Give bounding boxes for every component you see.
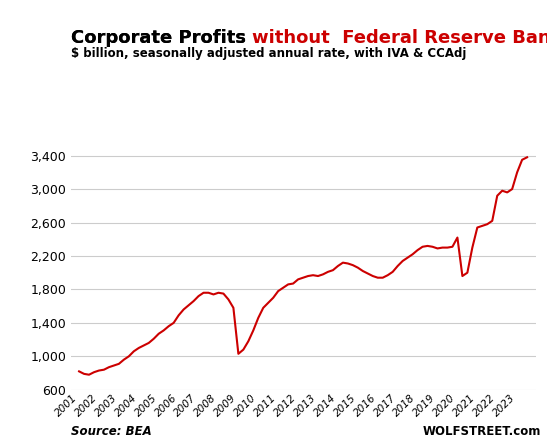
Text: Corporate Profits: Corporate Profits xyxy=(71,29,252,47)
Text: Source: BEA: Source: BEA xyxy=(71,425,152,438)
Text: WOLFSTREET.com: WOLFSTREET.com xyxy=(423,425,542,438)
Text: $ billion, seasonally adjusted annual rate, with IVA & CCAdj: $ billion, seasonally adjusted annual ra… xyxy=(71,47,467,60)
Text: without  Federal Reserve Banks: without Federal Reserve Banks xyxy=(252,29,547,47)
Text: Corporate Profits: Corporate Profits xyxy=(71,29,252,47)
